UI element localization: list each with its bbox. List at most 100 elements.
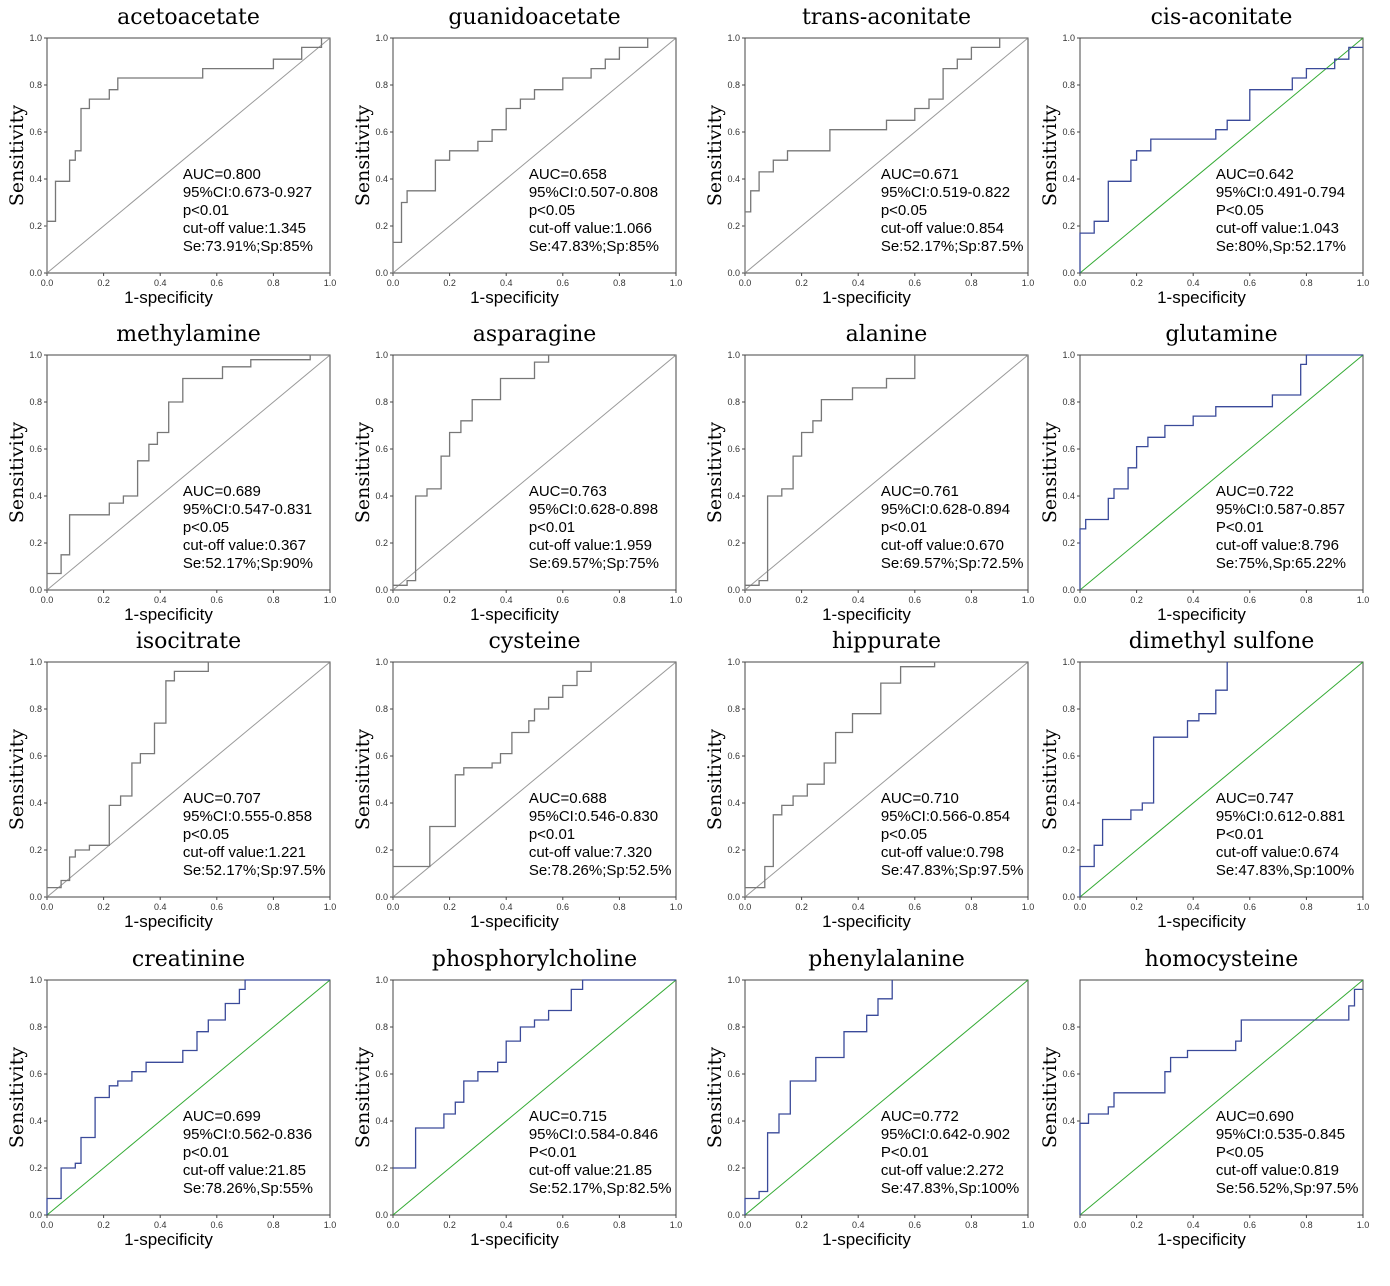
y-tick-label: 0.0 — [29, 892, 42, 902]
x-tick-label: 0.2 — [97, 278, 110, 288]
y-tick-label: 0.0 — [29, 1210, 42, 1220]
stat-annotation: p<0.05 — [881, 202, 927, 219]
stat-annotation: 95%CI:0.566-0.854 — [881, 808, 1010, 825]
stat-annotation: P<0.01 — [1216, 826, 1264, 843]
y-tick-label: 0.0 — [1062, 268, 1075, 278]
stat-annotation: cut-off value:1.043 — [1216, 220, 1339, 237]
x-tick-label: 0.0 — [739, 902, 752, 912]
x-tick-label: 1.0 — [670, 278, 683, 288]
y-tick-label: 0.0 — [1062, 892, 1075, 902]
y-tick-label: 0.6 — [375, 444, 388, 454]
panel-title: phosphorylcholine — [432, 947, 637, 972]
panel-title: homocysteine — [1145, 947, 1299, 972]
x-tick-label: 1.0 — [1357, 278, 1370, 288]
y-axis-label: Sensitivity — [704, 1047, 726, 1148]
y-tick-label: 0.4 — [29, 174, 42, 184]
stat-annotation: 95%CI:0.562-0.836 — [183, 1126, 312, 1143]
stat-annotation: Se:52.17%;Sp:97.5% — [183, 862, 326, 879]
y-tick-label: 0.4 — [727, 798, 740, 808]
stat-annotation: AUC=0.699 — [183, 1108, 261, 1125]
stat-annotation: AUC=0.772 — [881, 1108, 959, 1125]
stat-annotation: 95%CI:0.628-0.894 — [881, 501, 1010, 518]
y-tick-label: 0.6 — [727, 1069, 740, 1079]
stat-annotation: p<0.05 — [881, 826, 927, 843]
x-tick-label: 0.6 — [557, 1220, 570, 1230]
y-tick-label: 0.2 — [727, 221, 740, 231]
y-tick-label: 0.6 — [727, 444, 740, 454]
y-tick-label: 0.2 — [375, 1163, 388, 1173]
y-axis-label: Sensitivity — [704, 422, 726, 523]
panel-title: hippurate — [832, 629, 941, 654]
x-tick-label: 0.8 — [965, 902, 978, 912]
stat-annotation: p<0.05 — [529, 202, 575, 219]
y-tick-label: 0.0 — [375, 892, 388, 902]
x-tick-label: 0.4 — [1187, 595, 1200, 605]
y-tick-label: 0.2 — [1062, 845, 1075, 855]
roc-curve — [46, 37, 330, 273]
panel-title: creatinine — [132, 947, 245, 972]
y-tick-label: 0.6 — [1062, 127, 1075, 137]
y-axis-label: Sensitivity — [6, 729, 28, 830]
x-tick-label: 0.4 — [154, 902, 167, 912]
stat-annotation: cut-off value:1.221 — [183, 844, 306, 861]
reference-diagonal — [1079, 979, 1364, 1216]
x-tick-label: 1.0 — [670, 902, 683, 912]
stat-annotation: Se:69.57%;Sp:72.5% — [881, 555, 1024, 572]
x-tick-label: 0.2 — [443, 902, 456, 912]
y-tick-label: 0.8 — [29, 80, 42, 90]
y-tick-label: 0.2 — [29, 538, 42, 548]
stat-annotation: P<0.05 — [1216, 202, 1264, 219]
x-tick-label: 1.0 — [670, 595, 683, 605]
y-tick-label: 0.2 — [29, 221, 42, 231]
x-tick-label: 0.8 — [1300, 595, 1313, 605]
x-axis-label: 1-specificity — [822, 1230, 911, 1249]
stat-annotation: AUC=0.722 — [1216, 483, 1294, 500]
y-tick-label: 0.8 — [727, 80, 740, 90]
plot-frame — [1079, 37, 1364, 274]
y-tick-label: 0.6 — [727, 127, 740, 137]
roc-curve — [744, 355, 916, 590]
x-tick-label: 0.4 — [500, 595, 513, 605]
x-tick-label: 0.8 — [267, 278, 280, 288]
stat-annotation: 95%CI:0.535-0.845 — [1216, 1126, 1345, 1143]
y-tick-label: 0.4 — [1062, 174, 1075, 184]
stat-annotation: 95%CI:0.612-0.881 — [1216, 808, 1345, 825]
x-tick-label: 0.8 — [613, 595, 626, 605]
x-tick-label: 0.0 — [41, 902, 54, 912]
roc-panel-4: cis-aconitate 0.0 0.2 0.4 0.6 0.8 1.0 0.0 0.2 0.4… — [1039, 5, 1369, 307]
x-axis-label: 1-specificity — [822, 912, 911, 931]
y-tick-label: 0.4 — [727, 1116, 740, 1126]
x-axis-label: 1-specificity — [124, 1230, 213, 1249]
y-tick-label: 1.0 — [1062, 350, 1075, 360]
y-tick-label: 0.8 — [727, 1022, 740, 1032]
x-tick-label: 0.6 — [1244, 278, 1257, 288]
stat-annotation: AUC=0.690 — [1216, 1108, 1294, 1125]
roc-curve — [744, 661, 1028, 897]
x-tick-label: 0.4 — [852, 278, 865, 288]
x-tick-label: 0.2 — [1130, 902, 1143, 912]
roc-panel-15: phenylalanine 0.0 0.2 0.4 0.6 0.8 1.0 0.0 0.2 0.4… — [704, 947, 1034, 1249]
y-tick-label: 1.0 — [727, 975, 740, 985]
x-tick-label: 0.8 — [965, 1220, 978, 1230]
reference-diagonal — [392, 661, 677, 898]
stat-annotation: 95%CI:0.673-0.927 — [183, 184, 312, 201]
x-tick-label: 0.4 — [1187, 902, 1200, 912]
x-tick-label: 0.8 — [267, 902, 280, 912]
stat-annotation: p<0.01 — [529, 826, 575, 843]
y-tick-label: 0.6 — [29, 751, 42, 761]
x-tick-label: 1.0 — [1357, 902, 1370, 912]
roc-curve — [393, 979, 676, 1169]
y-tick-label: 0.4 — [727, 174, 740, 184]
y-axis-label: Sensitivity — [1039, 1047, 1061, 1148]
y-tick-label: 0.6 — [1062, 751, 1075, 761]
x-tick-label: 0.0 — [739, 1220, 752, 1230]
stat-annotation: P<0.05 — [1216, 1144, 1264, 1161]
x-tick-label: 0.0 — [1074, 1220, 1087, 1230]
stat-annotation: cut-off value:0.819 — [1216, 1162, 1339, 1179]
stat-annotation: AUC=0.800 — [183, 166, 261, 183]
y-tick-label: 0.8 — [1062, 80, 1075, 90]
x-tick-label: 0.4 — [852, 1220, 865, 1230]
stat-annotation: cut-off value:2.272 — [881, 1162, 1004, 1179]
stat-annotation: Se:75%,Sp:65.22% — [1216, 555, 1346, 572]
roc-curve — [392, 37, 676, 273]
